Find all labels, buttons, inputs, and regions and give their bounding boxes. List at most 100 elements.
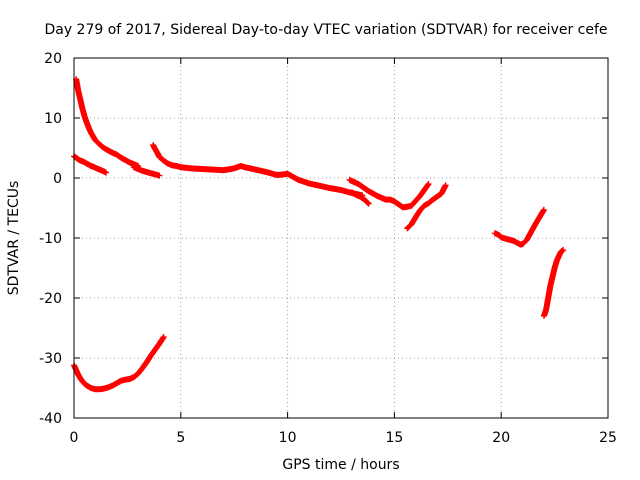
y-tick-label: -40 xyxy=(39,411,62,427)
data-point xyxy=(282,173,285,176)
series-arc-10 xyxy=(540,247,567,319)
data-point xyxy=(86,162,88,165)
data-point xyxy=(538,216,541,218)
data-point xyxy=(75,78,77,80)
data-point xyxy=(410,204,413,207)
data-point xyxy=(90,132,92,134)
data-point xyxy=(120,380,122,382)
data-point xyxy=(77,90,80,92)
data-point xyxy=(493,232,496,234)
series-arc-9 xyxy=(491,206,547,248)
data-point xyxy=(107,149,109,152)
data-point xyxy=(239,165,242,167)
data-point xyxy=(98,168,101,171)
data-point xyxy=(94,167,97,169)
data-point xyxy=(543,209,545,211)
data-point xyxy=(286,173,289,175)
y-tick-labels: 20 10 0 -10 -20 -30 -40 xyxy=(39,51,62,427)
series-arc-1 xyxy=(73,76,142,169)
data-point xyxy=(83,383,86,385)
data-point xyxy=(414,200,417,202)
data-point xyxy=(98,388,101,391)
data-point xyxy=(534,223,537,225)
data-point xyxy=(145,171,148,173)
data-point xyxy=(90,387,92,389)
data-point xyxy=(98,143,101,146)
data-point xyxy=(526,239,528,241)
data-point xyxy=(423,189,426,191)
data-point xyxy=(154,348,156,351)
data-point xyxy=(75,156,77,159)
data-point xyxy=(158,156,161,158)
data-point xyxy=(498,234,500,236)
data-point xyxy=(419,209,421,212)
data-point xyxy=(94,388,97,391)
series-markers xyxy=(71,153,110,176)
data-point xyxy=(137,168,139,170)
data-point xyxy=(406,206,409,208)
data-point xyxy=(81,160,84,162)
data-point xyxy=(175,165,178,167)
grid-lines xyxy=(74,58,608,418)
data-point xyxy=(81,380,84,383)
data-point xyxy=(385,198,387,201)
data-point xyxy=(133,376,135,379)
data-point xyxy=(111,152,114,154)
series-markers xyxy=(73,76,142,169)
data-point xyxy=(88,127,90,129)
data-point xyxy=(562,249,564,251)
data-point xyxy=(233,167,235,170)
data-point xyxy=(92,165,95,168)
data-point xyxy=(158,342,161,345)
data-point xyxy=(94,139,97,141)
data-point xyxy=(359,184,362,186)
data-point xyxy=(402,206,404,209)
series-arc-5 xyxy=(150,142,366,199)
x-tick-label: 10 xyxy=(279,430,297,446)
data-point xyxy=(141,170,144,172)
data-point xyxy=(190,167,193,170)
data-point xyxy=(350,191,353,194)
data-point xyxy=(500,236,503,239)
y-tick-label: -30 xyxy=(39,351,62,367)
data-point xyxy=(124,378,127,381)
data-point xyxy=(423,204,426,207)
data-point xyxy=(77,158,80,161)
y-tick-label: 0 xyxy=(53,171,62,187)
data-point xyxy=(128,378,131,380)
data-point xyxy=(103,387,105,390)
data-point xyxy=(444,184,447,186)
chart-title: Day 279 of 2017, Sidereal Day-to-day VTE… xyxy=(44,22,607,38)
x-tick-label: 20 xyxy=(492,430,510,446)
data-point xyxy=(162,159,165,162)
data-point xyxy=(107,386,109,389)
data-point xyxy=(340,189,342,191)
data-point xyxy=(359,195,362,198)
data-point xyxy=(293,176,295,179)
data-point xyxy=(547,297,549,299)
data-point xyxy=(276,174,278,176)
data-point xyxy=(145,361,148,364)
data-point xyxy=(152,144,154,146)
series-arc-8 xyxy=(404,182,449,232)
data-point xyxy=(558,255,560,257)
series-arc-4 xyxy=(130,164,163,179)
series-markers xyxy=(540,247,567,319)
data-point xyxy=(519,243,522,246)
x-tick-label: 5 xyxy=(176,430,185,446)
y-tick-label: -20 xyxy=(39,291,62,307)
data-point xyxy=(162,336,165,338)
data-point xyxy=(254,168,257,171)
data-point xyxy=(141,367,144,370)
data-point xyxy=(167,162,169,165)
data-point xyxy=(367,203,370,205)
x-tick-label: 25 xyxy=(599,430,617,446)
data-point xyxy=(432,198,434,201)
data-series xyxy=(71,76,567,393)
data-point xyxy=(105,171,107,174)
data-point xyxy=(111,384,114,387)
data-point xyxy=(376,195,379,197)
data-point xyxy=(156,152,159,154)
series-markers xyxy=(491,206,547,248)
